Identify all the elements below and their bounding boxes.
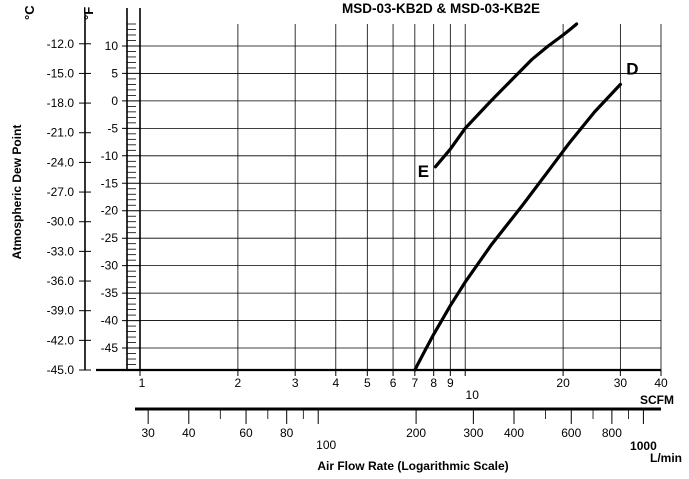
x2-tick-label: 600: [561, 426, 581, 440]
tick-marks: [79, 23, 662, 424]
series-label-e: E: [418, 162, 429, 181]
y-celsius-tick-label: -27.0: [47, 185, 75, 199]
y-fahrenheit-tick-label: -25: [101, 231, 119, 245]
y-fahrenheit-tick-label: 0: [111, 94, 118, 108]
x2-tick-label: 60: [239, 426, 253, 440]
y-fahrenheit-tick-label: -40: [101, 314, 119, 328]
x2-tick-label: 30: [141, 426, 155, 440]
y-fahrenheit-tick-label: -35: [101, 286, 119, 300]
x-tick-label: 4: [332, 376, 339, 390]
x-tick-label: 10: [466, 388, 480, 402]
x-tick-label: 8: [430, 376, 437, 390]
x2-tick-label: 80: [280, 426, 294, 440]
y-fahrenheit-tick-label: -5: [107, 121, 118, 135]
x-tick-label: 30: [614, 376, 628, 390]
y-celsius-tick-label: -30.0: [47, 215, 75, 229]
y-celsius-tick-label: -36.0: [47, 274, 75, 288]
x-tick-label: 7: [411, 376, 418, 390]
y-fahrenheit-tick-label: 5: [111, 66, 118, 80]
x2-tick-label: 1000: [630, 439, 657, 453]
y-fahrenheit-tick-label: 10: [105, 39, 119, 53]
y-celsius-tick-label: -39.0: [47, 304, 75, 318]
x-tick-label: 3: [292, 376, 299, 390]
y-fahrenheit-tick-label: -30: [101, 259, 119, 273]
grid-lines: [139, 24, 662, 370]
y-axis-celsius-unit: °C: [22, 5, 37, 20]
x-axis-unit-scfm: SCFM: [640, 393, 674, 407]
data-series: [413, 22, 622, 372]
y-celsius-tick-label: -33.0: [47, 244, 75, 258]
x2-axis-unit-lmin: L/min: [650, 451, 682, 465]
y-celsius-tick-label: -12.0: [47, 37, 75, 51]
y-celsius-tick-label: -45.0: [47, 363, 75, 377]
series-line-e: [433, 22, 579, 169]
x-tick-label: 2: [235, 376, 242, 390]
x-tick-label: 5: [364, 376, 371, 390]
y-fahrenheit-tick-label: -15: [101, 176, 119, 190]
y-celsius-tick-label: -15.0: [47, 66, 75, 80]
y-fahrenheit-tick-label: -45: [101, 341, 119, 355]
y-axis-label: Atmospheric Dew Point: [10, 125, 24, 260]
x2-tick-label: 300: [463, 426, 483, 440]
x2-tick-label: 100: [316, 438, 336, 452]
x-tick-label: 40: [654, 376, 668, 390]
x-axis-label: Air Flow Rate (Logarithmic Scale): [317, 459, 508, 473]
x2-tick-label: 400: [504, 426, 524, 440]
y-celsius-tick-label: -18.0: [47, 96, 75, 110]
y-fahrenheit-tick-label: -10: [101, 149, 119, 163]
x2-tick-label: 200: [406, 426, 426, 440]
axes: [84, 8, 661, 411]
y-celsius-tick-label: -24.0: [47, 155, 75, 169]
x2-tick-label: 40: [182, 426, 196, 440]
x-tick-label: 1: [139, 376, 146, 390]
x-tick-label: 9: [447, 376, 454, 390]
series-label-d: D: [626, 59, 638, 78]
x2-tick-label: 800: [602, 426, 622, 440]
x-tick-label: 6: [390, 376, 397, 390]
y-fahrenheit-tick-label: -20: [101, 204, 119, 218]
y-celsius-tick-label: -42.0: [47, 333, 75, 347]
x-tick-label: 20: [556, 376, 570, 390]
chart-title: MSD-03-KB2D & MSD-03-KB2E: [342, 1, 540, 16]
y-axis-fahrenheit-unit: °F: [81, 7, 96, 20]
y-celsius-tick-label: -21.0: [47, 126, 75, 140]
tick-labels: 10 5 0 -5 -10 -15 -20 -25 -30 -35 -40 -45 -12.0 -15.0…: [47, 37, 668, 453]
series-line-d: [413, 82, 622, 372]
